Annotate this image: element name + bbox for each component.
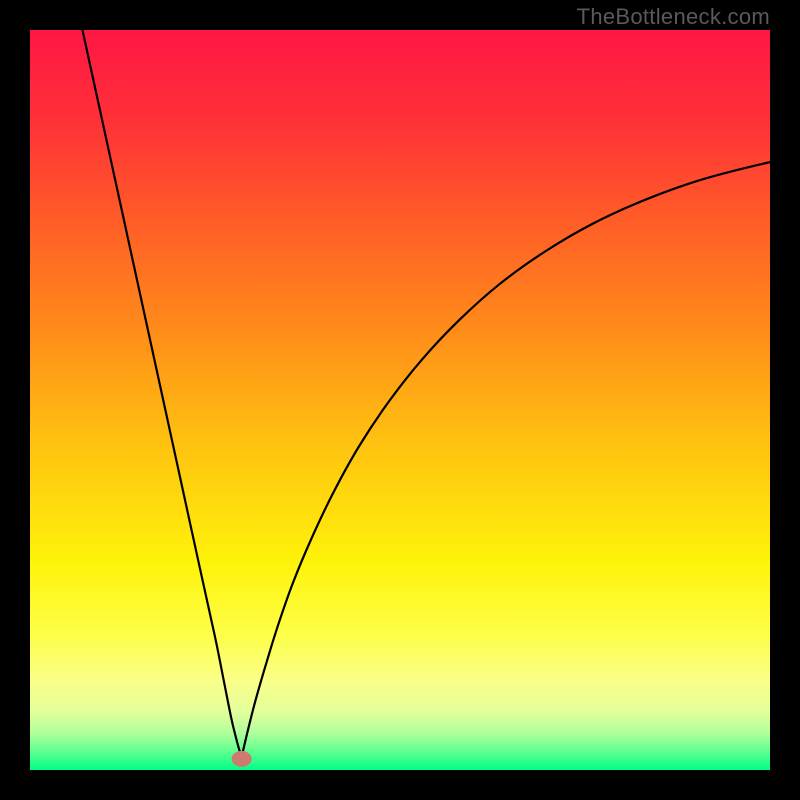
plot-area <box>30 30 770 770</box>
watermark-text: TheBottleneck.com <box>577 4 770 30</box>
curve-right-branch <box>242 153 770 757</box>
minimum-marker <box>232 751 252 767</box>
curve-left-branch <box>74 30 241 757</box>
curve-layer <box>30 30 770 770</box>
